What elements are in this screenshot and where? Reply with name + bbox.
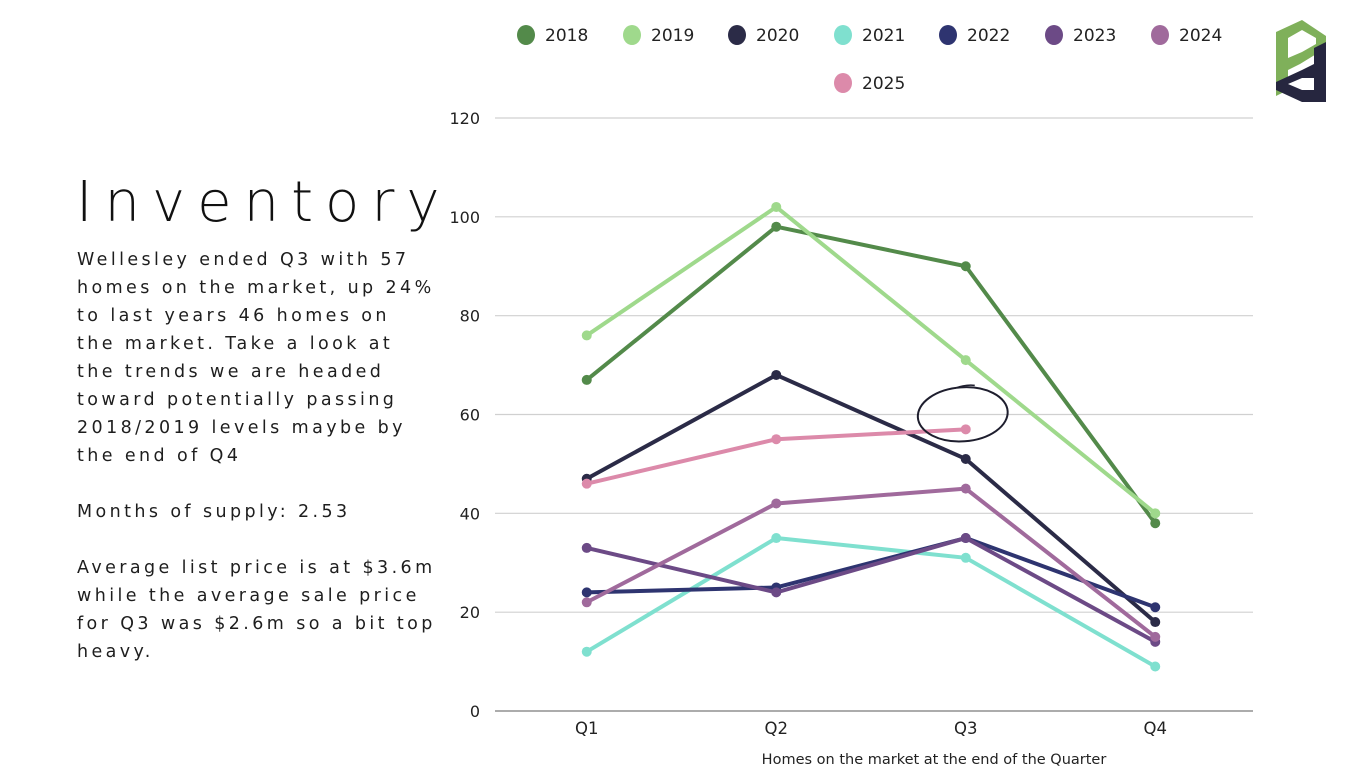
legend-label: 2018 bbox=[545, 26, 588, 46]
pd-logo-icon bbox=[1276, 20, 1326, 102]
legend-marker bbox=[623, 25, 641, 45]
legend-marker bbox=[834, 73, 852, 93]
legend-item: 2020 bbox=[728, 25, 799, 46]
slide-body: Wellesley ended Q3 with 57 homes on the … bbox=[77, 246, 437, 694]
data-point bbox=[581, 374, 592, 385]
data-point bbox=[581, 587, 592, 598]
legend-marker bbox=[834, 25, 852, 45]
x-tick-label: Q3 bbox=[954, 719, 978, 738]
legend-item: 2021 bbox=[834, 25, 905, 46]
legend-item: 2023 bbox=[1045, 25, 1116, 46]
inventory-summary: Wellesley ended Q3 with 57 homes on the … bbox=[77, 250, 435, 466]
legend-marker bbox=[939, 25, 957, 45]
data-point bbox=[960, 355, 971, 366]
series-2020 bbox=[581, 369, 1161, 628]
series-2024 bbox=[581, 483, 1161, 642]
series-2021 bbox=[581, 533, 1161, 672]
y-tick-label: 120 bbox=[449, 109, 480, 128]
data-point bbox=[1150, 602, 1161, 613]
series-2018 bbox=[581, 221, 1161, 529]
y-tick-label: 0 bbox=[470, 702, 480, 721]
data-point bbox=[771, 587, 782, 598]
y-tick-label: 60 bbox=[460, 406, 480, 425]
legend-item: 2018 bbox=[517, 25, 588, 46]
series-2019 bbox=[581, 201, 1161, 519]
data-point bbox=[960, 261, 971, 272]
data-point bbox=[960, 483, 971, 494]
legend-label: 2023 bbox=[1073, 26, 1116, 46]
legend-marker bbox=[1151, 25, 1169, 45]
gridlines bbox=[495, 117, 1253, 712]
data-point bbox=[581, 646, 592, 657]
y-tick-label: 40 bbox=[460, 504, 480, 523]
circle-overlap-stroke bbox=[954, 384, 975, 390]
legend-label: 2022 bbox=[967, 26, 1010, 46]
data-point bbox=[1150, 518, 1161, 529]
annotations bbox=[916, 384, 1009, 443]
legend: 2018 2019 2020 2021 2022 2023 2024 2025 bbox=[517, 25, 1222, 94]
legend-marker bbox=[728, 25, 746, 45]
hand-drawn-circle bbox=[916, 386, 1009, 443]
data-point bbox=[581, 330, 592, 341]
data-point bbox=[1150, 661, 1161, 672]
legend-label: 2025 bbox=[862, 74, 905, 94]
data-point bbox=[581, 597, 592, 608]
data-point bbox=[581, 478, 592, 489]
data-point bbox=[1150, 631, 1161, 642]
data-point bbox=[771, 201, 782, 212]
data-point bbox=[960, 453, 971, 464]
legend-label: 2020 bbox=[756, 26, 799, 46]
legend-marker bbox=[1045, 25, 1063, 45]
legend-label: 2024 bbox=[1179, 26, 1222, 46]
y-axis-ticks: 0 20 40 60 80 100 120 bbox=[449, 109, 480, 721]
series-line bbox=[584, 224, 1158, 526]
data-point bbox=[960, 552, 971, 563]
legend-label: 2019 bbox=[651, 26, 694, 46]
price-summary: Average list price is at $3.6m while the… bbox=[77, 558, 436, 662]
x-tick-label: Q2 bbox=[765, 719, 789, 738]
x-axis-ticks: Q1 Q2 Q3 Q4 bbox=[575, 719, 1167, 738]
data-point bbox=[771, 498, 782, 509]
legend-item: 2024 bbox=[1151, 25, 1222, 46]
y-tick-label: 100 bbox=[449, 208, 480, 227]
data-point bbox=[581, 542, 592, 553]
data-point bbox=[771, 221, 782, 232]
legend-item: 2025 bbox=[834, 73, 905, 94]
x-tick-label: Q1 bbox=[575, 719, 599, 738]
data-point bbox=[771, 369, 782, 380]
x-axis-title: Homes on the market at the end of the Qu… bbox=[762, 752, 1107, 768]
x-tick-label: Q4 bbox=[1144, 719, 1168, 738]
series-lines bbox=[581, 201, 1161, 672]
slide-title: Inventory bbox=[76, 170, 452, 235]
data-point bbox=[771, 434, 782, 445]
legend-item: 2019 bbox=[623, 25, 694, 46]
data-point bbox=[960, 533, 971, 544]
series-2023 bbox=[581, 533, 1161, 647]
data-point bbox=[1150, 508, 1161, 519]
data-point bbox=[1150, 617, 1161, 628]
months-of-supply: Months of supply: 2.53 bbox=[77, 502, 351, 522]
series-line bbox=[584, 536, 1158, 610]
legend-label: 2021 bbox=[862, 26, 905, 46]
data-point bbox=[960, 424, 971, 435]
series-line bbox=[584, 536, 1158, 644]
series-line bbox=[584, 486, 1158, 639]
legend-marker bbox=[517, 25, 535, 45]
series-line bbox=[584, 204, 1158, 516]
data-point bbox=[771, 533, 782, 544]
series-2025 bbox=[581, 424, 971, 489]
series-line bbox=[584, 536, 1158, 669]
y-tick-label: 80 bbox=[460, 307, 480, 326]
legend-item: 2022 bbox=[939, 25, 1010, 46]
y-tick-label: 20 bbox=[460, 603, 480, 622]
series-line bbox=[584, 372, 1158, 625]
